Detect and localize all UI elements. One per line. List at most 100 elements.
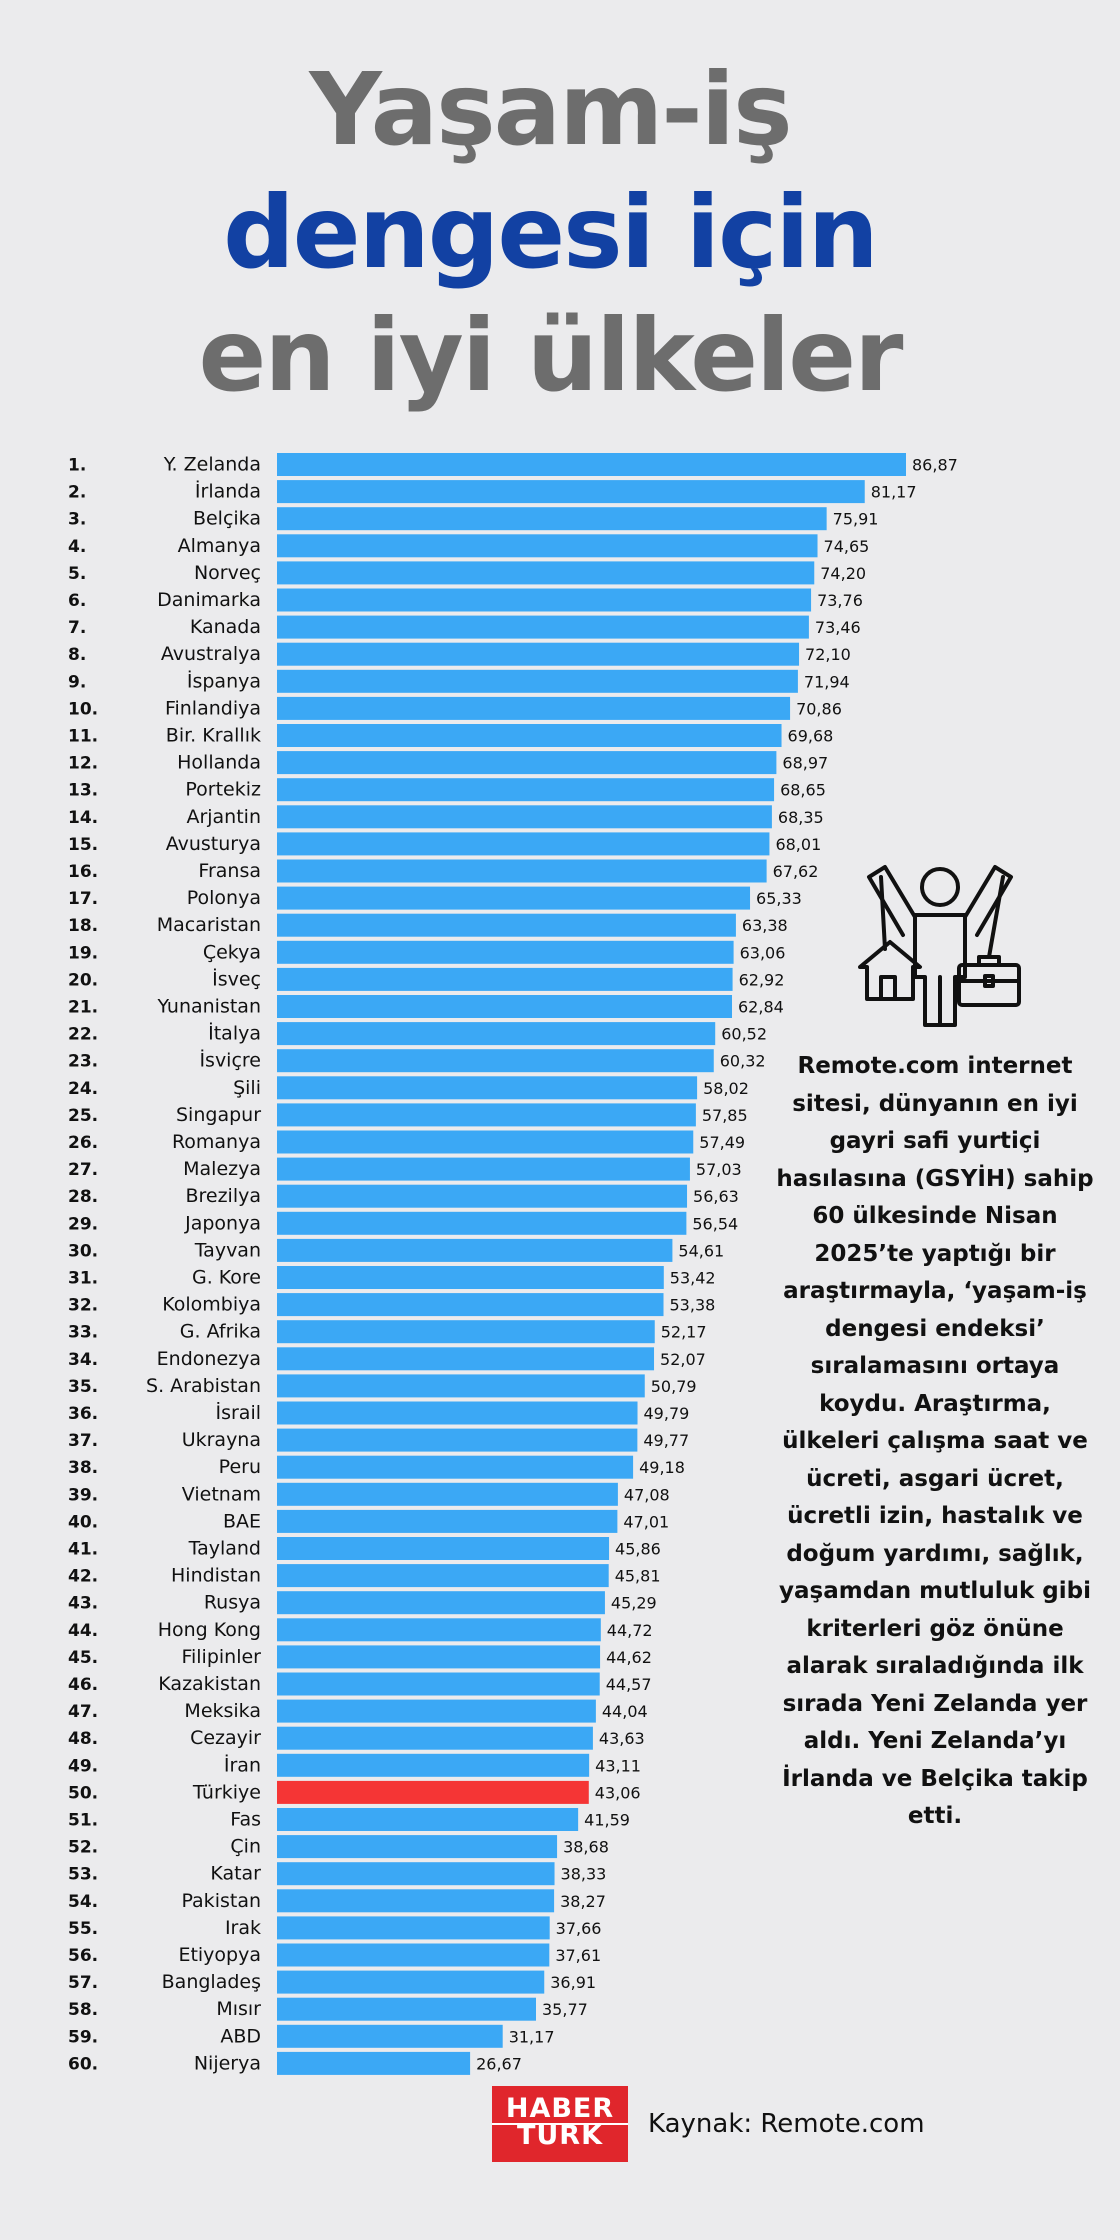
bar (277, 1076, 698, 1100)
bar (277, 1130, 694, 1154)
bar (277, 615, 809, 639)
bar (277, 1103, 696, 1127)
value-label: 43,11 (595, 1756, 641, 1775)
rank-label: 17. (68, 889, 98, 909)
rank-label: 21. (68, 998, 98, 1018)
value-label: 37,66 (556, 1919, 602, 1938)
value-label: 81,17 (871, 483, 917, 502)
value-label: 45,86 (615, 1540, 661, 1559)
rank-label: 40. (68, 1512, 98, 1532)
bar (277, 1645, 601, 1669)
bar (277, 832, 770, 856)
value-label: 56,63 (693, 1187, 739, 1206)
value-label: 52,17 (661, 1323, 707, 1342)
value-label: 73,76 (817, 591, 863, 610)
country-label: Mısır (216, 1998, 261, 2020)
value-label: 38,27 (560, 1892, 606, 1911)
value-label: 60,32 (720, 1052, 766, 1071)
country-label: İrlanda (195, 480, 261, 503)
value-label: 67,62 (773, 862, 819, 881)
bar (277, 886, 751, 910)
rank-label: 31. (68, 1269, 98, 1289)
value-label: 57,03 (696, 1160, 742, 1179)
bar (277, 1455, 634, 1479)
value-label: 53,38 (670, 1296, 716, 1315)
rank-label: 18. (68, 916, 98, 936)
country-label: Hindistan (171, 1565, 261, 1587)
country-label: Pakistan (181, 1890, 261, 1912)
bar (277, 1726, 593, 1750)
country-label: İsveç (212, 967, 261, 990)
country-label: Endonezya (157, 1348, 261, 1370)
country-label: Hollanda (177, 752, 261, 774)
rank-label: 44. (68, 1621, 98, 1641)
country-label: G. Kore (192, 1267, 261, 1289)
title-line-2: dengesi için (223, 174, 879, 291)
bar (277, 1401, 638, 1425)
rank-label: 14. (68, 808, 98, 828)
country-label: BAE (223, 1510, 261, 1532)
bar (277, 1293, 664, 1317)
country-label: Peru (219, 1456, 261, 1478)
bar (277, 1049, 714, 1073)
bar (277, 751, 777, 775)
value-label: 74,65 (824, 537, 870, 556)
rank-label: 5. (68, 564, 86, 584)
rank-label: 30. (68, 1241, 98, 1261)
value-label: 72,10 (805, 645, 851, 664)
country-label: Romanya (172, 1131, 261, 1153)
value-label: 36,91 (550, 1973, 596, 1992)
bar (277, 1564, 609, 1588)
bar (277, 1591, 605, 1615)
value-label: 44,57 (606, 1675, 652, 1694)
rank-label: 25. (68, 1106, 98, 1126)
country-label: Tayland (188, 1538, 261, 1560)
bar (277, 1211, 687, 1235)
rank-label: 36. (68, 1404, 98, 1424)
value-label: 65,33 (756, 889, 802, 908)
country-label: Kanada (190, 616, 261, 638)
bar (277, 1699, 596, 1723)
value-label: 63,38 (742, 916, 788, 935)
bar-chart: 1. Y. Zelanda 86,87 2. İrlanda 81,17 3. Belçika… (68, 453, 958, 2075)
rank-label: 12. (68, 754, 98, 774)
rank-label: 45. (68, 1648, 98, 1668)
country-label: Çekya (203, 941, 261, 963)
value-label: 38,33 (561, 1865, 607, 1884)
rank-label: 15. (68, 835, 98, 855)
value-label: 45,81 (615, 1567, 661, 1586)
bar (277, 1997, 536, 2021)
rank-label: 33. (68, 1323, 98, 1343)
country-label: Nijerya (194, 2052, 261, 2074)
bar (277, 859, 767, 883)
rank-label: 16. (68, 862, 98, 882)
bar (277, 1320, 655, 1344)
country-label: Hong Kong (158, 1619, 261, 1641)
value-label: 68,97 (782, 754, 828, 773)
bar (277, 778, 775, 802)
rank-label: 6. (68, 591, 86, 611)
rank-label: 32. (68, 1296, 98, 1316)
bar (277, 805, 772, 829)
value-label: 47,08 (624, 1485, 670, 1504)
country-label: Almanya (178, 535, 261, 557)
rank-label: 54. (68, 1892, 98, 1912)
value-label: 73,46 (815, 618, 861, 637)
rank-label: 56. (68, 1946, 98, 1966)
bar (277, 534, 818, 558)
country-label: Finlandiya (165, 697, 261, 719)
bar (277, 642, 800, 666)
value-label: 54,61 (678, 1241, 724, 1260)
bar (277, 1266, 664, 1289)
country-label: Fas (230, 1809, 261, 1831)
rank-label: 24. (68, 1079, 98, 1099)
rank-label: 46. (68, 1675, 98, 1695)
value-label: 68,35 (778, 808, 824, 827)
rank-label: 28. (68, 1187, 98, 1207)
rank-label: 34. (68, 1350, 98, 1370)
country-label: Ukrayna (182, 1429, 261, 1451)
rank-label: 10. (68, 699, 98, 719)
country-label: Çin (230, 1836, 261, 1858)
country-label: Filipinler (181, 1646, 261, 1668)
bar (277, 1780, 589, 1804)
